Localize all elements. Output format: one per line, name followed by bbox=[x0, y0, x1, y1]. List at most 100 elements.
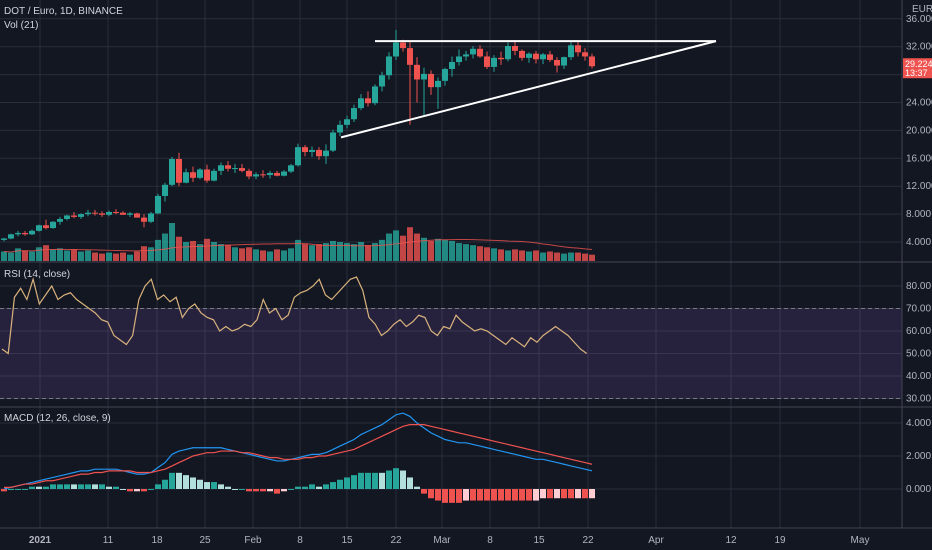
price-axis[interactable]: 36.00032.00028.00024.00020.00016.00012.0… bbox=[906, 14, 932, 248]
volume-bar bbox=[561, 253, 567, 261]
candle-body[interactable] bbox=[148, 213, 154, 222]
candle-body[interactable] bbox=[414, 64, 420, 80]
candle-body[interactable] bbox=[512, 46, 518, 51]
macd-histogram-bar bbox=[113, 486, 119, 489]
candle-body[interactable] bbox=[484, 56, 490, 67]
candle-body[interactable] bbox=[582, 52, 588, 57]
candle-body[interactable] bbox=[106, 212, 112, 215]
candle-body[interactable] bbox=[176, 158, 182, 183]
candle-body[interactable] bbox=[337, 124, 343, 133]
candle-body[interactable] bbox=[169, 158, 175, 185]
candle-body[interactable] bbox=[344, 119, 350, 125]
candle-body[interactable] bbox=[239, 168, 245, 171]
candle-body[interactable] bbox=[456, 56, 462, 63]
candle-body[interactable] bbox=[288, 165, 294, 172]
candle-body[interactable] bbox=[225, 165, 231, 169]
candle-body[interactable] bbox=[57, 218, 63, 222]
candle-body[interactable] bbox=[127, 213, 133, 215]
candle-body[interactable] bbox=[183, 172, 189, 183]
candle-body[interactable] bbox=[428, 73, 434, 88]
candle-body[interactable] bbox=[393, 42, 399, 57]
candle-body[interactable] bbox=[400, 42, 406, 49]
candle-body[interactable] bbox=[470, 48, 476, 55]
candle-body[interactable] bbox=[253, 174, 259, 177]
candle-body[interactable] bbox=[92, 212, 98, 214]
candle-body[interactable] bbox=[204, 169, 210, 181]
candle-body[interactable] bbox=[386, 56, 392, 76]
candle-body[interactable] bbox=[162, 184, 168, 196]
candle-body[interactable] bbox=[533, 53, 539, 60]
candle-body[interactable] bbox=[246, 170, 252, 177]
candle-body[interactable] bbox=[155, 195, 161, 214]
candle-body[interactable] bbox=[477, 48, 483, 57]
macd-histogram-bar bbox=[351, 475, 357, 489]
candle-body[interactable] bbox=[232, 168, 238, 170]
macd-title[interactable]: MACD (12, 26, close, 9) bbox=[4, 413, 111, 424]
candle-body[interactable] bbox=[295, 147, 301, 166]
candle-body[interactable] bbox=[281, 171, 287, 176]
candle-body[interactable] bbox=[505, 46, 511, 60]
candle-body[interactable] bbox=[358, 98, 364, 109]
candle-body[interactable] bbox=[218, 165, 224, 171]
candle-body[interactable] bbox=[330, 132, 336, 151]
volume-bar bbox=[498, 249, 504, 261]
candle-body[interactable] bbox=[407, 48, 413, 65]
candle-body[interactable] bbox=[43, 225, 49, 229]
candle-body[interactable] bbox=[99, 213, 105, 215]
candle-body[interactable] bbox=[36, 225, 42, 231]
candle-body[interactable] bbox=[22, 232, 28, 235]
candle-body[interactable] bbox=[575, 45, 581, 53]
candle-body[interactable] bbox=[71, 215, 77, 217]
candle-body[interactable] bbox=[526, 53, 532, 58]
candle-body[interactable] bbox=[267, 172, 273, 176]
candle-body[interactable] bbox=[372, 86, 378, 104]
candle-body[interactable] bbox=[197, 169, 203, 178]
candle-body[interactable] bbox=[351, 108, 357, 120]
candle-body[interactable] bbox=[190, 172, 196, 178]
candle-body[interactable] bbox=[211, 170, 217, 181]
time-axis[interactable]: 2021 11 18 25 Feb 8 15 22 Mar 8 15 22 Apr 12 19 May bbox=[29, 535, 870, 546]
candle-body[interactable] bbox=[50, 221, 56, 229]
candle-body[interactable] bbox=[316, 149, 322, 157]
candle-body[interactable] bbox=[64, 215, 70, 219]
candle-body[interactable] bbox=[260, 174, 266, 176]
candle-body[interactable] bbox=[365, 98, 371, 104]
candle-body[interactable] bbox=[134, 213, 140, 218]
rsi-tick-label: 40.00 bbox=[906, 371, 931, 382]
candle-body[interactable] bbox=[589, 56, 595, 67]
candle-body[interactable] bbox=[421, 73, 427, 80]
candle-body[interactable] bbox=[78, 214, 84, 217]
candle-body[interactable] bbox=[120, 212, 126, 215]
candle-body[interactable] bbox=[519, 50, 525, 58]
candle-body[interactable] bbox=[442, 69, 448, 81]
candle-body[interactable] bbox=[323, 150, 329, 157]
candle-body[interactable] bbox=[29, 230, 35, 235]
candle-body[interactable] bbox=[449, 62, 455, 70]
candle-body[interactable] bbox=[113, 212, 119, 214]
candle-body[interactable] bbox=[302, 147, 308, 153]
candle-body[interactable] bbox=[85, 212, 91, 215]
candle-body[interactable] bbox=[498, 57, 504, 60]
symbol-title[interactable]: DOT / Euro, 1D, BINANCE bbox=[4, 6, 123, 17]
candle-body[interactable] bbox=[547, 54, 553, 60]
support-trendline[interactable] bbox=[340, 40, 717, 139]
candlesticks[interactable] bbox=[1, 29, 595, 242]
candle-body[interactable] bbox=[8, 234, 14, 239]
rsi-title[interactable]: RSI (14, close) bbox=[4, 269, 70, 280]
candle-body[interactable] bbox=[379, 75, 385, 87]
candle-body[interactable] bbox=[540, 54, 546, 60]
candle-body[interactable] bbox=[15, 232, 21, 235]
candle-body[interactable] bbox=[274, 172, 280, 176]
candle-body[interactable] bbox=[141, 217, 147, 222]
candle-body[interactable] bbox=[1, 238, 7, 240]
rsi-panel bbox=[1, 276, 588, 355]
candle-body[interactable] bbox=[463, 54, 469, 57]
candle-body[interactable] bbox=[309, 149, 315, 153]
candle-body[interactable] bbox=[561, 57, 567, 66]
candle-body[interactable] bbox=[491, 57, 497, 67]
candle-body[interactable] bbox=[568, 45, 574, 58]
candle-body[interactable] bbox=[554, 59, 560, 66]
candle-body[interactable] bbox=[435, 80, 441, 88]
volume-title[interactable]: Vol (21) bbox=[4, 20, 38, 31]
